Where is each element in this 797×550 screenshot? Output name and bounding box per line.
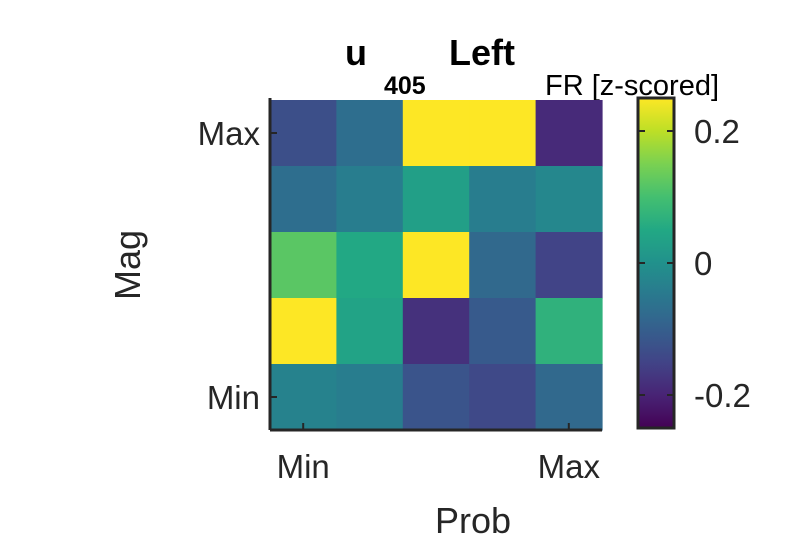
x-axis-label: Prob	[435, 500, 512, 541]
heatmap-cell	[535, 100, 603, 167]
heatmap-cell	[402, 166, 470, 233]
heatmap-cell	[336, 298, 404, 365]
heatmap-cell	[535, 232, 603, 299]
colorbar-label: FR [z-scored]	[545, 70, 720, 102]
heatmap-cell	[469, 232, 537, 299]
heatmap-cell	[336, 364, 404, 431]
heatmap-cell	[270, 298, 337, 365]
heatmap-cell	[469, 100, 537, 167]
heatmap-cell	[469, 166, 537, 233]
heatmap-cell	[535, 298, 603, 365]
heatmap-axes: Max Min Min Max	[198, 98, 602, 485]
colorbar-tick-label: 0.2	[694, 113, 740, 150]
heatmap-cells	[270, 100, 603, 431]
title-subscript: 405	[384, 72, 426, 100]
heatmap-cell	[336, 100, 404, 167]
heatmap-cell	[402, 100, 470, 167]
title-suffix: Left	[449, 32, 515, 73]
heatmap-cell	[402, 232, 470, 299]
heatmap-cell	[469, 298, 537, 365]
title-main: u	[345, 32, 367, 73]
heatmap-cell	[270, 232, 337, 299]
heatmap-cell	[270, 166, 337, 233]
heatmap-cell	[336, 166, 404, 233]
heatmap-cell	[535, 166, 603, 233]
heatmap-cell	[402, 298, 470, 365]
heatmap-cell	[535, 364, 603, 431]
heatmap-cell	[270, 364, 337, 431]
heatmap-cell	[402, 364, 470, 431]
x-tick-label: Max	[538, 448, 601, 485]
heatmap-cell	[336, 232, 404, 299]
colorbar: 0.2 0 -0.2	[636, 96, 751, 430]
colorbar-tick-label: 0	[694, 245, 712, 282]
chart-title: u 405 Left FR [z-scored]	[0, 28, 797, 102]
y-tick-label: Min	[207, 379, 260, 416]
y-tick-label: Max	[198, 115, 261, 152]
heatmap-cell	[469, 364, 537, 431]
heatmap-cell	[270, 100, 337, 167]
x-tick-label: Min	[277, 448, 330, 485]
colorbar-tick-label: -0.2	[694, 377, 751, 414]
